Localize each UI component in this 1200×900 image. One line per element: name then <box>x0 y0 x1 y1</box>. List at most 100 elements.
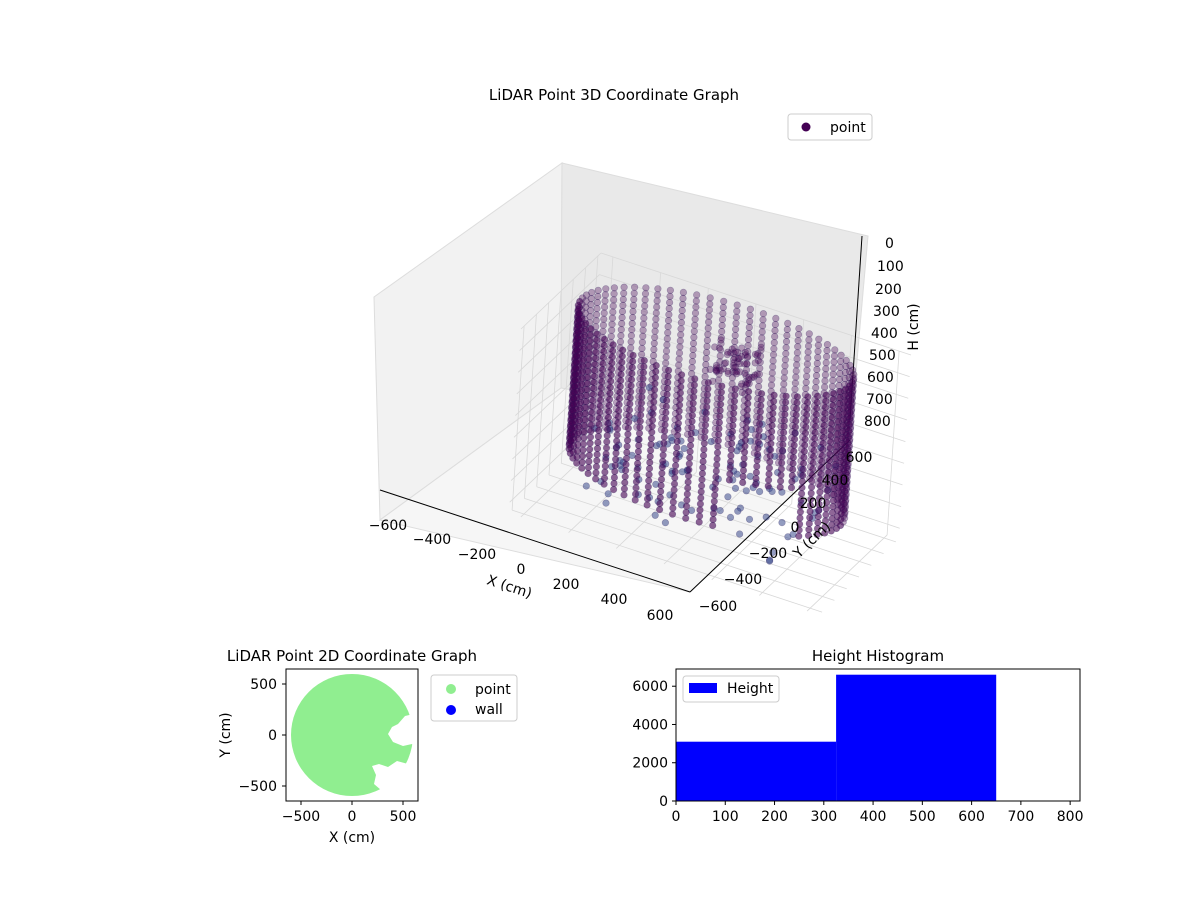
z-tick-label: 500 <box>869 348 896 364</box>
lidar-point <box>686 448 694 456</box>
lidar-point <box>697 494 705 502</box>
lidar-point <box>590 385 598 393</box>
lidar-point <box>778 459 786 467</box>
lidar-point <box>580 428 588 436</box>
lidar-point <box>827 438 835 446</box>
lidar-point <box>637 411 645 419</box>
lidar-point <box>755 426 763 434</box>
lidar-point <box>770 339 778 347</box>
lidar-point <box>801 429 810 437</box>
lidar-point <box>653 303 661 311</box>
plot2d-title: LiDAR Point 2D Coordinate Graph <box>227 647 477 665</box>
lidar-point <box>718 382 726 390</box>
lidar-point <box>823 347 831 355</box>
lidar-point <box>617 326 625 334</box>
plot2d-x-ticks <box>300 801 404 805</box>
lidar-point <box>585 457 593 466</box>
lidar-point <box>731 391 739 399</box>
lidar-point <box>637 399 646 407</box>
lidar-point <box>597 384 606 392</box>
lidar-point <box>651 333 659 341</box>
lidar-point <box>703 336 712 344</box>
lidar-point <box>699 451 708 460</box>
x-tick-label: 400 <box>860 809 887 825</box>
lidar-point <box>709 515 717 524</box>
lidar-point <box>698 476 706 484</box>
lidar-point <box>767 434 775 442</box>
lidar-point <box>641 296 649 304</box>
lidar-point <box>811 429 819 437</box>
lidar-point <box>718 321 726 330</box>
grid-line <box>597 295 909 399</box>
lidar-point <box>684 484 692 492</box>
plot3d-z-label: H (cm) <box>906 303 922 350</box>
lidar-point <box>746 317 754 326</box>
lidar-point <box>781 362 789 370</box>
lidar-point <box>599 321 608 329</box>
lidar-point <box>758 328 766 336</box>
lidar-point <box>705 306 714 314</box>
lidar-point <box>691 321 699 329</box>
lidar-point <box>826 450 834 458</box>
lidar-point <box>820 427 828 436</box>
lidar-point <box>640 363 648 371</box>
lidar-point <box>765 470 773 478</box>
lidar-point <box>592 317 600 325</box>
x-tick-label: 200 <box>553 577 580 593</box>
lidar-point <box>765 557 774 565</box>
lidar-point <box>700 439 708 447</box>
lidar-point <box>703 391 712 399</box>
lidar-point <box>805 330 813 338</box>
lidar-point <box>606 389 614 397</box>
lidar-point <box>599 327 607 335</box>
lidar-point <box>663 384 672 393</box>
lidar-point <box>746 311 754 319</box>
lidar-point <box>646 446 655 455</box>
lidar-point <box>609 341 617 349</box>
lidar-point <box>676 395 684 403</box>
lidar-point <box>778 447 787 455</box>
lidar-point <box>619 346 627 354</box>
lidar-point <box>603 426 612 434</box>
lidar-point <box>729 415 737 424</box>
lidar-point <box>804 354 812 362</box>
lidar-point <box>725 476 734 484</box>
lidar-point <box>781 404 789 413</box>
lidar-point <box>638 344 646 353</box>
lidar-point <box>754 357 762 365</box>
x-tick-label: 600 <box>958 809 985 825</box>
lidar-point <box>767 381 776 389</box>
lidar-point <box>691 309 700 317</box>
lidar-point <box>762 513 770 521</box>
lidar-point <box>737 352 746 361</box>
lidar-point <box>765 464 774 472</box>
lidar-point <box>636 417 644 425</box>
lidar-point <box>713 366 721 375</box>
lidar-point <box>600 315 608 323</box>
lidar-point <box>715 370 723 378</box>
lidar-point <box>689 345 697 354</box>
lidar-point <box>675 361 683 369</box>
lidar-point <box>594 438 602 447</box>
lidar-point <box>818 458 826 466</box>
lidar-point <box>768 369 776 377</box>
lidar-point <box>685 466 693 474</box>
lidar-point <box>745 515 754 523</box>
lidar-point <box>674 425 682 433</box>
lidar-point <box>651 380 659 388</box>
lidar-point <box>677 325 685 333</box>
lidar-point <box>739 472 747 481</box>
lidar-point <box>677 371 686 379</box>
lidar-point <box>620 283 628 291</box>
lidar-point <box>633 466 641 474</box>
lidar-point <box>626 400 634 408</box>
lidar-point <box>609 302 617 310</box>
lidar-point <box>757 343 765 351</box>
lidar-point <box>820 421 828 430</box>
x-tick-label: 0 <box>348 809 357 825</box>
lidar-point <box>791 423 800 431</box>
lidar-point <box>812 378 820 386</box>
lidar-point <box>678 307 686 315</box>
lidar-point <box>817 464 826 472</box>
lidar-point <box>608 353 617 361</box>
